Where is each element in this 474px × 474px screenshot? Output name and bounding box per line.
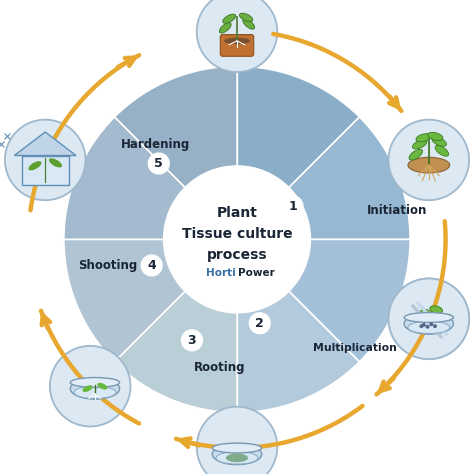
Ellipse shape <box>417 310 429 318</box>
Ellipse shape <box>435 323 448 330</box>
Circle shape <box>5 119 85 200</box>
Circle shape <box>197 407 277 474</box>
Wedge shape <box>115 66 237 239</box>
Ellipse shape <box>70 378 119 387</box>
Ellipse shape <box>97 383 108 390</box>
Text: 4: 4 <box>147 259 156 272</box>
Wedge shape <box>237 117 410 239</box>
Wedge shape <box>237 239 410 362</box>
Ellipse shape <box>430 306 443 314</box>
Ellipse shape <box>219 23 231 33</box>
Circle shape <box>433 324 437 328</box>
Circle shape <box>50 346 130 427</box>
Circle shape <box>249 313 270 334</box>
Circle shape <box>429 322 433 326</box>
Text: Shooting: Shooting <box>78 259 137 272</box>
Text: Tissue culture: Tissue culture <box>182 227 292 241</box>
Ellipse shape <box>212 443 262 453</box>
Ellipse shape <box>408 321 450 334</box>
Ellipse shape <box>408 157 450 173</box>
Wedge shape <box>115 239 237 412</box>
Ellipse shape <box>70 378 119 399</box>
FancyBboxPatch shape <box>220 35 254 56</box>
Circle shape <box>419 324 423 328</box>
Circle shape <box>148 153 169 174</box>
Wedge shape <box>64 117 237 239</box>
FancyBboxPatch shape <box>22 155 69 185</box>
Text: Power: Power <box>238 268 275 279</box>
Text: Horti: Horti <box>206 268 236 279</box>
Ellipse shape <box>416 134 431 142</box>
Ellipse shape <box>439 314 451 323</box>
Ellipse shape <box>226 454 248 462</box>
Text: process: process <box>207 247 267 262</box>
Text: 2: 2 <box>255 317 264 330</box>
Circle shape <box>182 330 202 351</box>
Text: Rooting: Rooting <box>193 361 245 374</box>
Polygon shape <box>14 132 76 155</box>
Ellipse shape <box>239 13 253 22</box>
Ellipse shape <box>223 14 236 23</box>
Ellipse shape <box>409 149 422 160</box>
Circle shape <box>164 166 310 313</box>
Text: Multiplication: Multiplication <box>313 343 397 354</box>
Circle shape <box>389 279 469 359</box>
Ellipse shape <box>216 452 258 464</box>
Ellipse shape <box>404 312 454 322</box>
Circle shape <box>422 323 426 327</box>
Ellipse shape <box>412 140 427 149</box>
Ellipse shape <box>82 385 93 392</box>
Wedge shape <box>64 239 237 362</box>
Circle shape <box>197 0 277 72</box>
Ellipse shape <box>74 386 116 399</box>
Wedge shape <box>237 239 359 412</box>
Circle shape <box>389 279 469 359</box>
Text: Initiation: Initiation <box>367 204 428 218</box>
Circle shape <box>426 325 429 328</box>
Ellipse shape <box>428 132 443 140</box>
Text: Plant: Plant <box>217 206 257 220</box>
Text: 1: 1 <box>288 200 297 213</box>
Ellipse shape <box>404 313 454 334</box>
Ellipse shape <box>435 146 448 156</box>
Ellipse shape <box>243 18 255 29</box>
Ellipse shape <box>49 158 62 167</box>
Ellipse shape <box>212 444 262 465</box>
Text: 5: 5 <box>155 157 163 170</box>
Wedge shape <box>237 66 359 239</box>
Ellipse shape <box>425 320 438 328</box>
Circle shape <box>282 196 303 217</box>
Ellipse shape <box>432 137 447 146</box>
Text: 3: 3 <box>188 334 196 347</box>
Ellipse shape <box>224 37 250 44</box>
Ellipse shape <box>28 161 41 171</box>
Text: Hardening: Hardening <box>121 138 190 151</box>
Circle shape <box>389 119 469 200</box>
Circle shape <box>141 255 162 276</box>
